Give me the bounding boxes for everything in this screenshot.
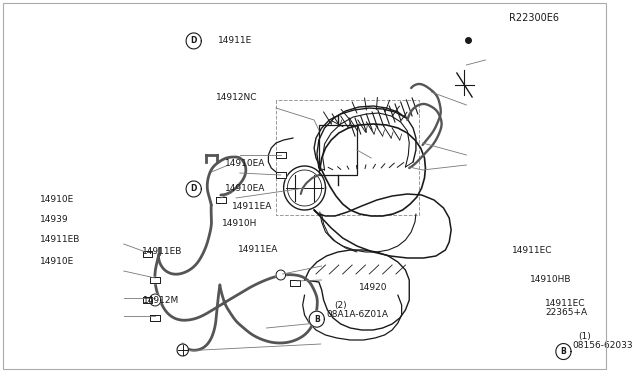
Text: 14920: 14920 — [360, 283, 388, 292]
Text: 14910E: 14910E — [40, 195, 74, 203]
Polygon shape — [150, 277, 160, 283]
Polygon shape — [276, 172, 285, 178]
Polygon shape — [216, 197, 225, 203]
Text: 14910HB: 14910HB — [530, 275, 572, 283]
Text: 14910H: 14910H — [222, 219, 258, 228]
Text: B: B — [561, 347, 566, 356]
Polygon shape — [291, 280, 300, 286]
Text: D: D — [191, 185, 197, 193]
Polygon shape — [150, 294, 161, 306]
Text: 14911EB: 14911EB — [40, 235, 80, 244]
Text: (1): (1) — [579, 332, 591, 341]
Text: 08156-62033: 08156-62033 — [573, 341, 633, 350]
Polygon shape — [177, 344, 188, 356]
Polygon shape — [556, 344, 571, 359]
Text: (2): (2) — [334, 301, 346, 310]
Text: R22300E6: R22300E6 — [509, 13, 559, 23]
Text: 14911EB: 14911EB — [142, 247, 182, 256]
Text: 08A1A-6Z01A: 08A1A-6Z01A — [326, 310, 388, 319]
Text: 14910EA: 14910EA — [225, 159, 266, 168]
Text: D: D — [191, 36, 197, 45]
Polygon shape — [150, 315, 160, 321]
Text: 14911EC: 14911EC — [545, 299, 586, 308]
Polygon shape — [143, 251, 152, 257]
Text: 22365+A: 22365+A — [545, 308, 588, 317]
Text: 14911E: 14911E — [218, 36, 252, 45]
Polygon shape — [186, 181, 202, 197]
Polygon shape — [143, 297, 152, 303]
Text: 14939: 14939 — [40, 215, 68, 224]
Text: 14911EC: 14911EC — [511, 246, 552, 255]
Bar — [319, 125, 357, 175]
Polygon shape — [186, 33, 202, 49]
Text: 14910EA: 14910EA — [225, 185, 266, 193]
Polygon shape — [276, 270, 285, 280]
Text: 14912M: 14912M — [143, 296, 179, 305]
Polygon shape — [276, 152, 285, 158]
Polygon shape — [309, 311, 324, 327]
Text: 14911EA: 14911EA — [237, 246, 278, 254]
Text: B: B — [314, 315, 319, 324]
Text: 14910E: 14910E — [40, 257, 74, 266]
Text: 14912NC: 14912NC — [216, 93, 258, 102]
Text: 14911EA: 14911EA — [232, 202, 272, 211]
